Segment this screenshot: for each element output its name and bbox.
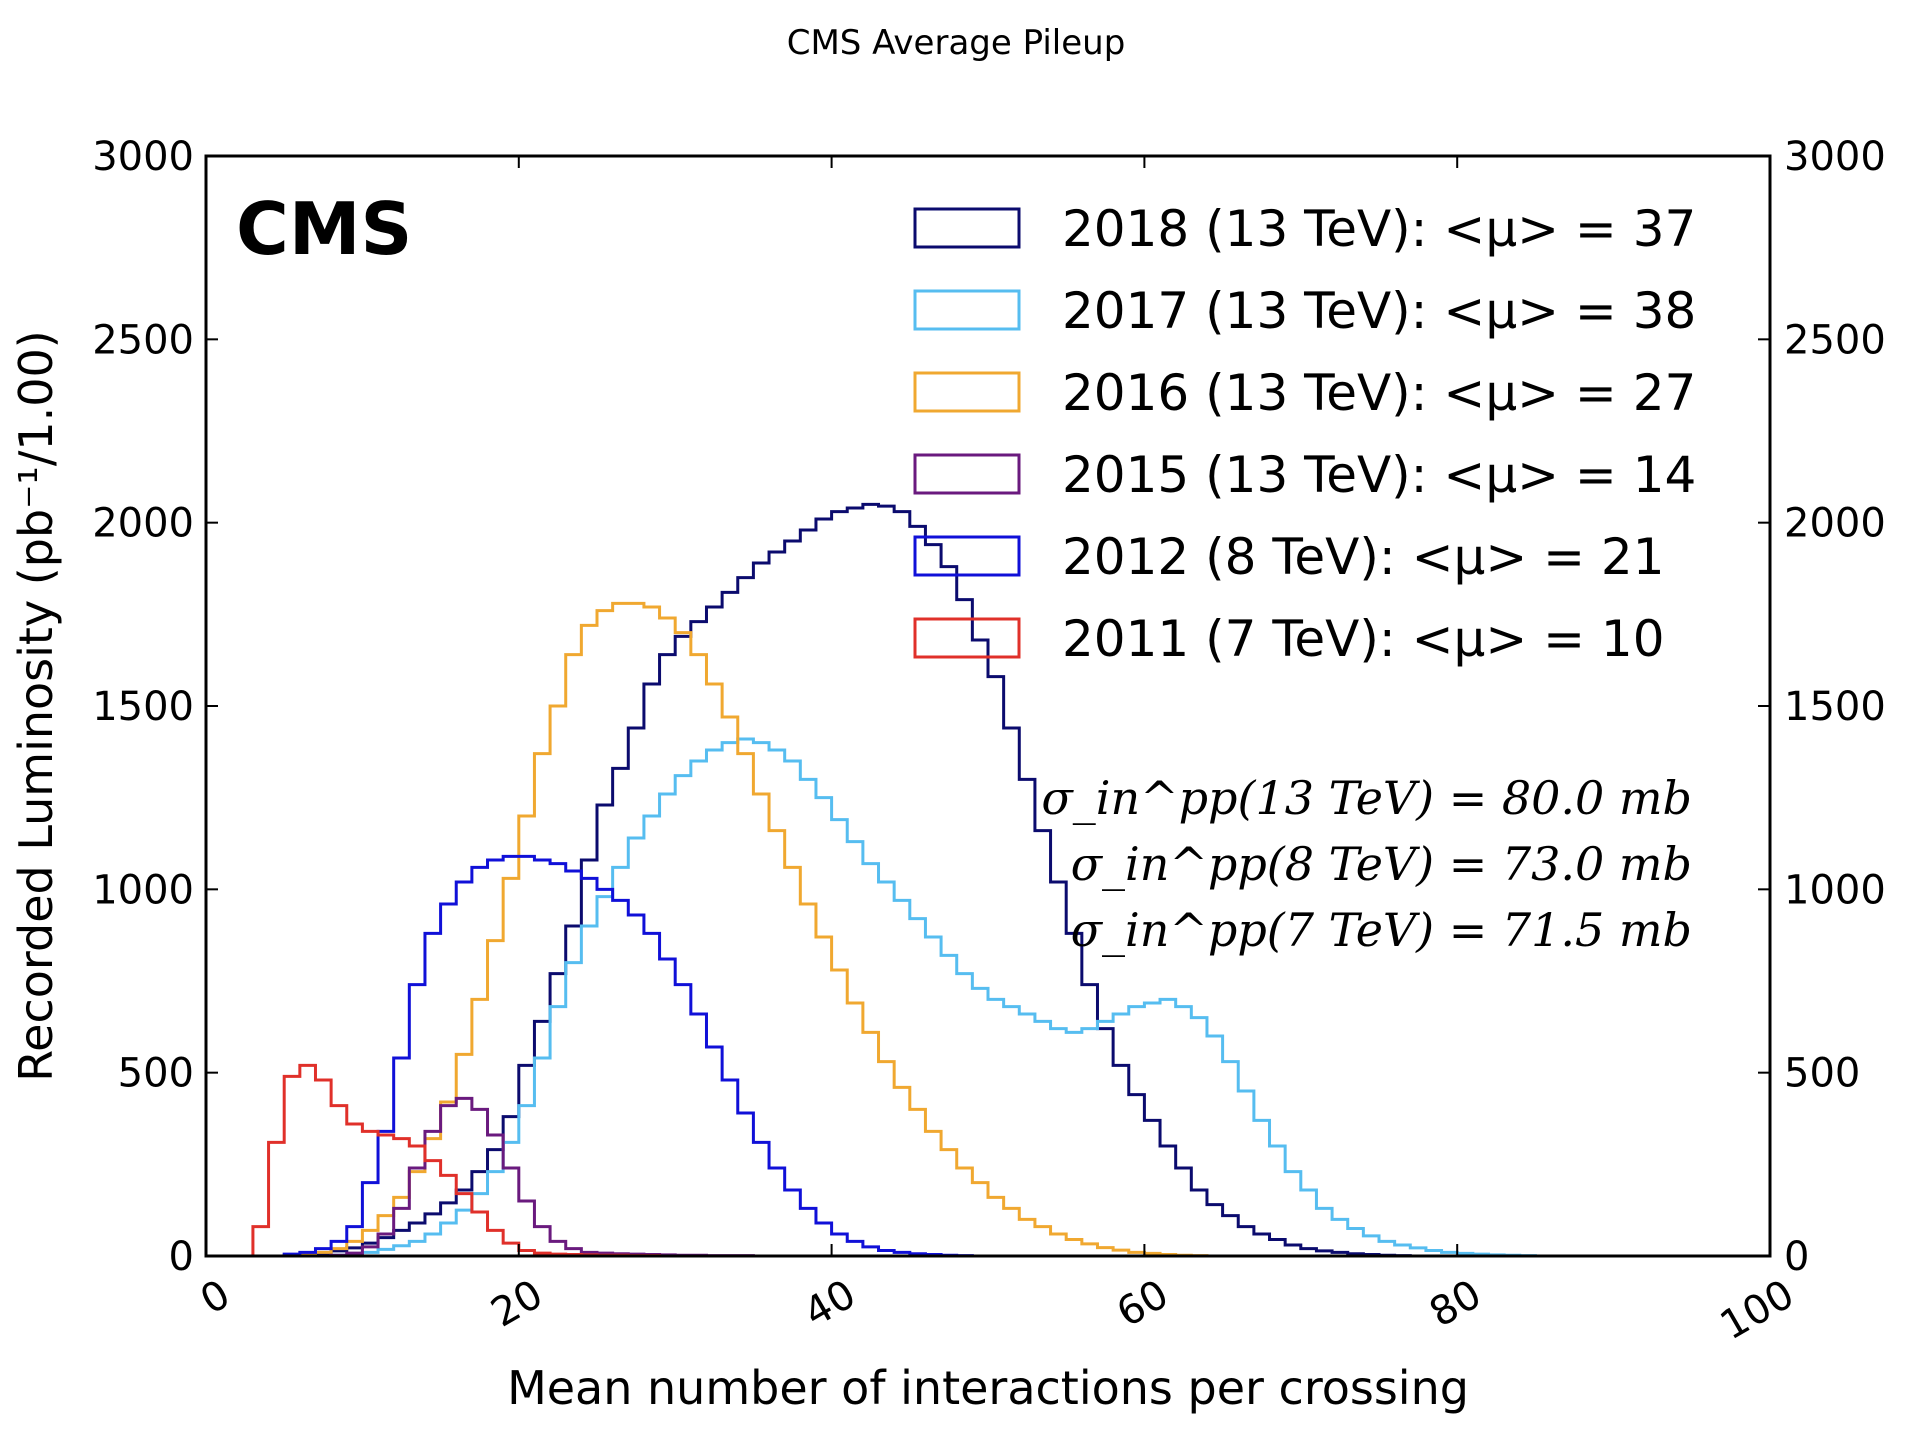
y-tick-label-right: 1000	[1784, 867, 1886, 913]
cms-label: CMS	[236, 187, 412, 271]
legend-swatch	[913, 535, 1021, 577]
x-axis-title: Mean number of interactions per crossing	[507, 1361, 1469, 1415]
y-tick-label-left: 2500	[92, 317, 194, 363]
series-1-histogram	[206, 737, 1770, 1258]
y-tick-label-right: 1500	[1784, 684, 1886, 730]
y-tick-label-left: 0	[169, 1234, 194, 1280]
y-tick-label-right: 3000	[1784, 134, 1886, 180]
cross-section-annotations: σ_in^pp(13 TeV) = 80.0 mb σ_in^pp(8 TeV) …	[1041, 771, 1692, 957]
cross-section-annotation: σ_in^pp(7 TeV) = 71.5 mb	[1071, 903, 1692, 957]
y-axis-title: Recorded Luminosity (pb⁻¹/1.00)	[9, 330, 63, 1081]
x-tick-label: 0	[193, 1271, 238, 1324]
legend-label: 2011 (7 TeV): <μ> = 10	[1062, 610, 1665, 668]
y-tick-label-right: 2500	[1784, 317, 1886, 363]
legend-label: 2017 (13 TeV): <μ> = 38	[1062, 282, 1696, 340]
legend-swatch	[913, 207, 1021, 249]
legend: 2018 (13 TeV): <μ> = 37 2017 (13 TeV): <μ…	[913, 200, 1696, 668]
legend-label: 2016 (13 TeV): <μ> = 27	[1062, 364, 1696, 422]
y-tick-label-left: 500	[118, 1051, 194, 1097]
y-tick-label-left: 1500	[92, 684, 194, 730]
legend-label: 2012 (8 TeV): <μ> = 21	[1062, 528, 1665, 586]
y-tick-label-right: 0	[1784, 1234, 1809, 1280]
x-tick-label: 100	[1713, 1271, 1802, 1349]
x-tick-label: 60	[1109, 1271, 1176, 1336]
legend-swatch	[913, 289, 1021, 331]
cross-section-annotation: σ_in^pp(13 TeV) = 80.0 mb	[1041, 771, 1692, 825]
x-tick-label: 40	[796, 1271, 863, 1336]
y-tick-label-right: 2000	[1784, 501, 1886, 547]
y-tick-label-left: 2000	[92, 501, 194, 547]
x-tick-label: 20	[484, 1271, 551, 1336]
legend-swatch	[913, 617, 1021, 659]
y-tick-label-left: 1000	[92, 867, 194, 913]
legend-label: 2018 (13 TeV): <μ> = 37	[1062, 200, 1696, 258]
legend-label: 2015 (13 TeV): <μ> = 14	[1062, 446, 1696, 504]
x-tick-label: 80	[1422, 1271, 1489, 1336]
legend-swatch	[913, 371, 1021, 413]
legend-swatch	[913, 453, 1021, 495]
y-tick-label-right: 500	[1784, 1051, 1860, 1097]
y-tick-label-left: 3000	[92, 134, 194, 180]
cross-section-annotation: σ_in^pp(8 TeV) = 73.0 mb	[1071, 837, 1692, 891]
figure-title: CMS Average Pileup	[787, 23, 1126, 63]
